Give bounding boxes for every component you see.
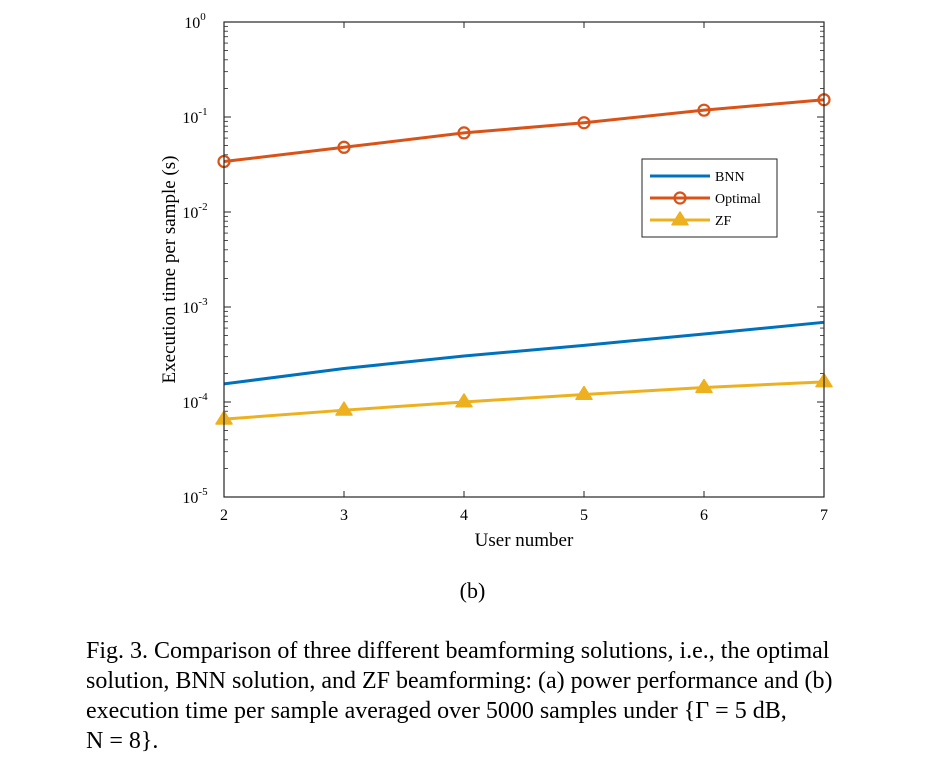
caption-line-1: Fig. 3. Comparison of three different be…	[86, 638, 830, 664]
plot-frame	[223, 21, 825, 498]
legend-marker-zf	[671, 211, 689, 226]
zf-marker	[695, 378, 713, 394]
x-tick-label: 3	[340, 507, 348, 524]
x-axis-label: User number	[475, 530, 574, 551]
subcaption: (b)	[459, 578, 486, 603]
y-tick-label: 10-5	[182, 486, 208, 507]
execution-time-chart: 2 3 4 5 6 7 100 10-1 10-2 10-3 10-4 10-5 User numbe…	[159, 11, 833, 551]
major-ticks	[223, 21, 825, 498]
optimal-marker	[697, 103, 711, 117]
caption-line-2: solution, BNN solution, and ZF beamformi…	[86, 668, 833, 694]
optimal-marker	[577, 116, 591, 130]
x-tick-label: 6	[700, 507, 708, 524]
zf-marker	[575, 385, 593, 401]
zf-marker	[455, 393, 473, 408]
tick-labels: 2 3 4 5 6 7 100 10-1 10-2 10-3 10-4 10-5	[182, 11, 828, 524]
y-tick-label: 10-2	[182, 201, 207, 222]
caption-line-3: execution time per sample averaged over …	[86, 698, 787, 724]
legend-marker-optimal	[673, 191, 687, 205]
optimal-line	[223, 98, 825, 163]
minor-ticks	[224, 25, 824, 469]
bnn-line	[223, 320, 825, 386]
x-tick-label: 5	[580, 507, 588, 524]
legend-label-zf: ZF	[715, 214, 732, 229]
zf-line	[223, 380, 825, 421]
y-tick-label: 100	[184, 11, 206, 32]
figure-caption: Fig. 3. Comparison of three different be…	[86, 636, 926, 756]
caption-line-4: N = 8}.	[86, 728, 159, 754]
legend-label-optimal: Optimal	[715, 192, 761, 207]
x-tick-label: 7	[820, 507, 828, 524]
y-tick-label: 10-1	[182, 106, 207, 127]
legend: BNN Optimal ZF	[641, 158, 778, 238]
optimal-marker	[457, 126, 471, 140]
y-tick-label: 10-3	[182, 296, 208, 317]
series-layer	[215, 93, 833, 425]
x-tick-label: 2	[220, 507, 228, 524]
y-axis-label: Execution time per sample (s)	[159, 156, 180, 384]
y-tick-label: 10-4	[182, 391, 208, 412]
zf-marker	[335, 401, 353, 416]
x-tick-label: 4	[460, 507, 468, 524]
optimal-marker	[337, 140, 351, 154]
legend-label-bnn: BNN	[715, 170, 745, 185]
